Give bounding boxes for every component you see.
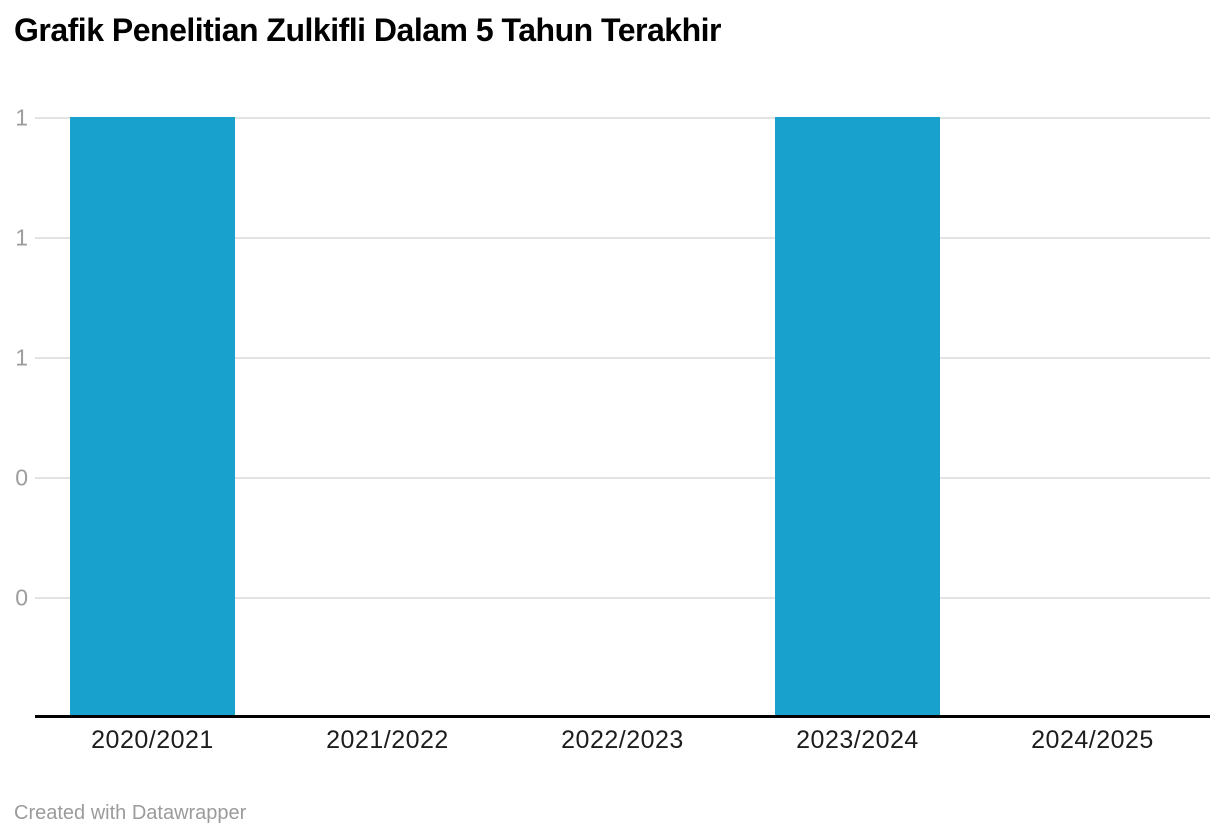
bar-column [505,117,740,717]
x-axis-tick-label: 2022/2023 [561,726,684,754]
x-axis-tick-label: 2021/2022 [326,726,449,754]
y-axis-tick-label: 1 [15,344,28,371]
x-axis-tick-label: 2023/2024 [796,726,919,754]
bar-column [35,117,270,717]
bars-layer [35,117,1210,717]
bar [70,117,235,717]
bar [775,117,940,717]
gridline: 0 [15,586,1210,609]
gridline: 0 [15,466,1210,489]
bar-column [975,117,1210,717]
y-axis-tick-label: 1 [15,104,28,131]
chart-title: Grafik Penelitian Zulkifli Dalam 5 Tahun… [14,12,721,48]
x-axis-labels: 2020/2021 2021/2022 2022/2023 2023/2024 … [35,726,1210,755]
bar-column [270,117,505,717]
y-axis-tick-label: 1 [15,224,28,251]
gridline: 1 [15,226,1210,249]
plot-area: 1 1 1 0 0 [15,106,1210,717]
gridline: 1 [15,346,1210,369]
bar-column [740,117,975,717]
y-axis-tick-label: 0 [15,584,28,611]
x-axis-tick-label: 2024/2025 [1031,726,1154,754]
attribution-text: Created with Datawrapper [14,802,247,824]
x-axis-tick-label: 2020/2021 [91,726,214,754]
gridline: 1 [15,106,1210,129]
y-axis-tick-label: 0 [15,464,28,491]
x-axis-line [35,715,1210,718]
